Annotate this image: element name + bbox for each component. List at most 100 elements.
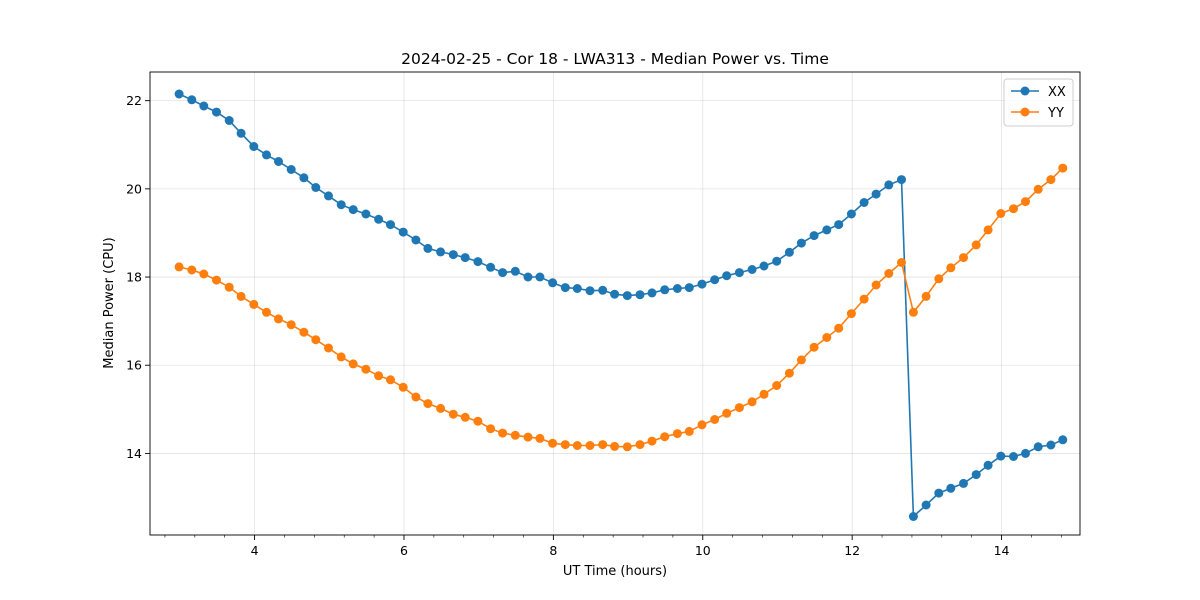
data-point-yy — [822, 333, 832, 342]
data-point-xx — [187, 95, 197, 105]
data-point-xx — [486, 262, 496, 272]
data-point-xx — [859, 198, 869, 207]
axis-ticks: 4 6 8 10 12 14 14 16 18 20 22 — [126, 93, 1062, 558]
x-tick-label: 12 — [844, 543, 860, 558]
data-point-yy — [1009, 204, 1018, 214]
data-point-xx — [747, 265, 757, 274]
data-point-xx — [710, 275, 720, 285]
legend-label-xx: XX — [1048, 85, 1066, 100]
data-point-yy — [510, 430, 520, 440]
x-tick-label: 10 — [695, 543, 711, 558]
data-point-yy — [299, 327, 309, 337]
data-point-yy — [174, 262, 184, 272]
legend-marker-xx — [1020, 86, 1030, 96]
series-group — [174, 89, 1068, 521]
y-tick-label: 18 — [126, 270, 142, 285]
data-point-xx — [386, 220, 395, 230]
plot-frame — [149, 71, 1081, 536]
x-axis-label: UT Time (hours) — [563, 564, 667, 579]
legend: XX YY — [1003, 78, 1074, 127]
data-point-xx — [934, 488, 944, 498]
data-point-xx — [274, 157, 283, 166]
data-point-xx — [959, 478, 968, 488]
data-point-yy — [336, 352, 346, 362]
data-point-yy — [734, 403, 744, 413]
data-point-xx — [572, 284, 582, 293]
x-tick-label: 14 — [994, 543, 1010, 558]
data-point-yy — [423, 399, 433, 409]
data-point-xx — [560, 283, 570, 293]
data-point-yy — [846, 309, 856, 319]
data-point-xx — [361, 209, 371, 219]
data-point-xx — [374, 214, 384, 224]
data-point-yy — [448, 409, 458, 419]
data-point-yy — [834, 323, 844, 333]
data-point-xx — [672, 284, 682, 293]
data-point-xx — [348, 205, 358, 215]
data-point-yy — [871, 280, 881, 290]
data-point-xx — [1033, 442, 1043, 452]
data-point-xx — [286, 165, 296, 174]
data-point-xx — [598, 285, 608, 295]
data-point-yy — [647, 436, 657, 446]
data-point-xx — [759, 261, 769, 271]
y-axis-label: Median Power (CPU) — [102, 237, 117, 368]
data-point-yy — [262, 307, 271, 317]
data-point-yy — [199, 269, 209, 279]
data-point-yy — [187, 265, 197, 275]
data-point-yy — [436, 403, 446, 413]
data-point-yy — [796, 355, 806, 365]
data-point-xx — [249, 142, 259, 151]
data-point-yy — [348, 359, 358, 369]
y-tick-label: 16 — [126, 358, 142, 373]
data-point-xx — [635, 290, 645, 300]
x-tick-label: 8 — [549, 543, 557, 558]
data-point-yy — [598, 440, 608, 450]
legend-label-yy: YY — [1047, 106, 1064, 121]
data-point-yy — [946, 263, 956, 273]
data-point-yy — [473, 416, 483, 426]
data-point-yy — [996, 209, 1006, 218]
data-point-yy — [908, 307, 918, 317]
data-point-yy — [236, 291, 246, 301]
data-point-yy — [523, 432, 533, 442]
data-point-yy — [722, 408, 732, 418]
data-point-xx — [846, 209, 856, 219]
data-point-xx — [1009, 452, 1018, 461]
x-tick-label: 6 — [400, 543, 408, 558]
data-point-xx — [897, 175, 906, 185]
data-point-yy — [697, 420, 707, 430]
data-point-xx — [473, 257, 483, 267]
data-point-xx — [796, 238, 806, 248]
data-point-yy — [585, 441, 595, 450]
data-point-yy — [324, 343, 333, 353]
data-point-xx — [684, 283, 694, 293]
data-point-yy — [897, 258, 906, 267]
data-point-xx — [1046, 440, 1056, 450]
data-point-xx — [448, 250, 458, 260]
data-point-yy — [784, 368, 794, 378]
data-point-yy — [374, 371, 384, 381]
data-point-xx — [498, 268, 508, 278]
data-point-xx — [411, 235, 421, 245]
data-point-yy — [959, 253, 968, 263]
data-point-xx — [523, 272, 533, 282]
data-point-xx — [236, 128, 246, 138]
data-point-xx — [822, 225, 832, 235]
x-tick-label: 4 — [251, 543, 259, 558]
data-point-xx — [772, 256, 782, 266]
data-point-xx — [460, 253, 470, 263]
data-point-xx — [199, 101, 209, 111]
data-point-xx — [436, 247, 446, 257]
data-point-yy — [884, 269, 894, 278]
data-point-yy — [1058, 163, 1068, 173]
data-point-yy — [859, 294, 869, 304]
data-point-xx — [871, 189, 881, 199]
data-point-xx — [908, 512, 918, 521]
data-point-yy — [635, 440, 645, 450]
data-point-yy — [498, 428, 508, 438]
data-point-yy — [921, 291, 931, 301]
data-point-xx — [510, 266, 520, 276]
